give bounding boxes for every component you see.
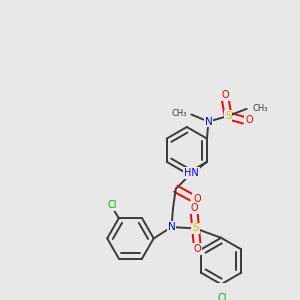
Text: O: O	[222, 90, 229, 100]
Text: S: S	[225, 111, 232, 121]
Text: Cl: Cl	[218, 292, 227, 300]
Text: N: N	[205, 117, 212, 127]
Text: O: O	[193, 244, 201, 254]
Text: O: O	[190, 203, 198, 213]
Text: O: O	[193, 194, 201, 204]
Text: N: N	[168, 222, 176, 232]
Text: CH₃: CH₃	[252, 104, 268, 113]
Text: Cl: Cl	[108, 200, 117, 211]
Text: CH₃: CH₃	[172, 109, 187, 118]
Text: S: S	[192, 224, 199, 233]
Text: HN: HN	[184, 168, 199, 178]
Text: O: O	[245, 115, 253, 125]
